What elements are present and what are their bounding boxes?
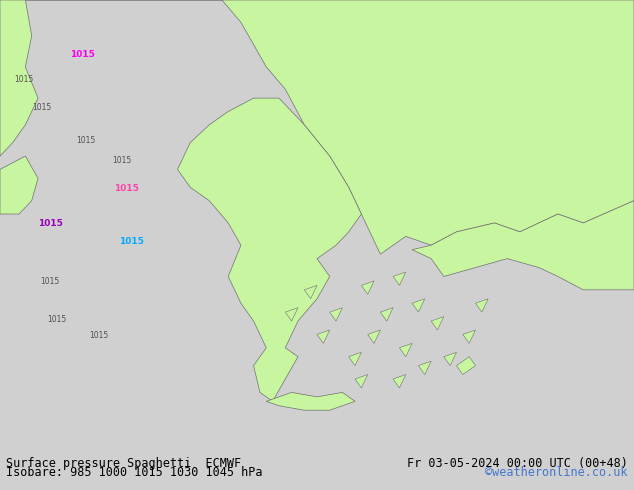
- Polygon shape: [368, 330, 380, 343]
- Polygon shape: [393, 374, 406, 388]
- Polygon shape: [412, 299, 425, 312]
- Text: 1015: 1015: [14, 74, 33, 84]
- Text: 1015: 1015: [119, 237, 143, 245]
- Polygon shape: [456, 357, 476, 374]
- Polygon shape: [393, 272, 406, 285]
- Polygon shape: [0, 156, 38, 214]
- Polygon shape: [266, 392, 355, 410]
- Text: Surface pressure Spaghetti  ECMWF: Surface pressure Spaghetti ECMWF: [6, 457, 242, 470]
- Polygon shape: [304, 285, 317, 299]
- Text: 1015: 1015: [39, 219, 63, 228]
- Text: 1015: 1015: [114, 184, 139, 194]
- Text: Fr 03-05-2024 00:00 UTC (00+48): Fr 03-05-2024 00:00 UTC (00+48): [407, 457, 628, 470]
- Polygon shape: [349, 352, 361, 366]
- Polygon shape: [0, 0, 38, 156]
- Text: ©weatheronline.co.uk: ©weatheronline.co.uk: [485, 466, 628, 479]
- Text: 1015: 1015: [112, 156, 131, 165]
- Polygon shape: [178, 98, 361, 401]
- Text: 1015: 1015: [77, 136, 96, 145]
- Text: 1015: 1015: [70, 50, 94, 59]
- Polygon shape: [399, 343, 412, 357]
- Text: 1015: 1015: [32, 102, 51, 112]
- Polygon shape: [317, 330, 330, 343]
- Polygon shape: [412, 201, 634, 290]
- Polygon shape: [330, 308, 342, 321]
- Text: 1015: 1015: [40, 276, 59, 286]
- Polygon shape: [463, 330, 476, 343]
- Polygon shape: [0, 0, 634, 254]
- Polygon shape: [285, 308, 298, 321]
- Polygon shape: [444, 352, 456, 366]
- Polygon shape: [431, 317, 444, 330]
- Polygon shape: [418, 361, 431, 374]
- Text: 1015: 1015: [47, 316, 67, 324]
- Polygon shape: [361, 281, 374, 294]
- Polygon shape: [476, 299, 488, 312]
- Polygon shape: [380, 308, 393, 321]
- Polygon shape: [355, 374, 368, 388]
- Text: Isobare: 985 1000 1015 1030 1045 hPa: Isobare: 985 1000 1015 1030 1045 hPa: [6, 466, 263, 479]
- Text: 1015: 1015: [89, 331, 108, 340]
